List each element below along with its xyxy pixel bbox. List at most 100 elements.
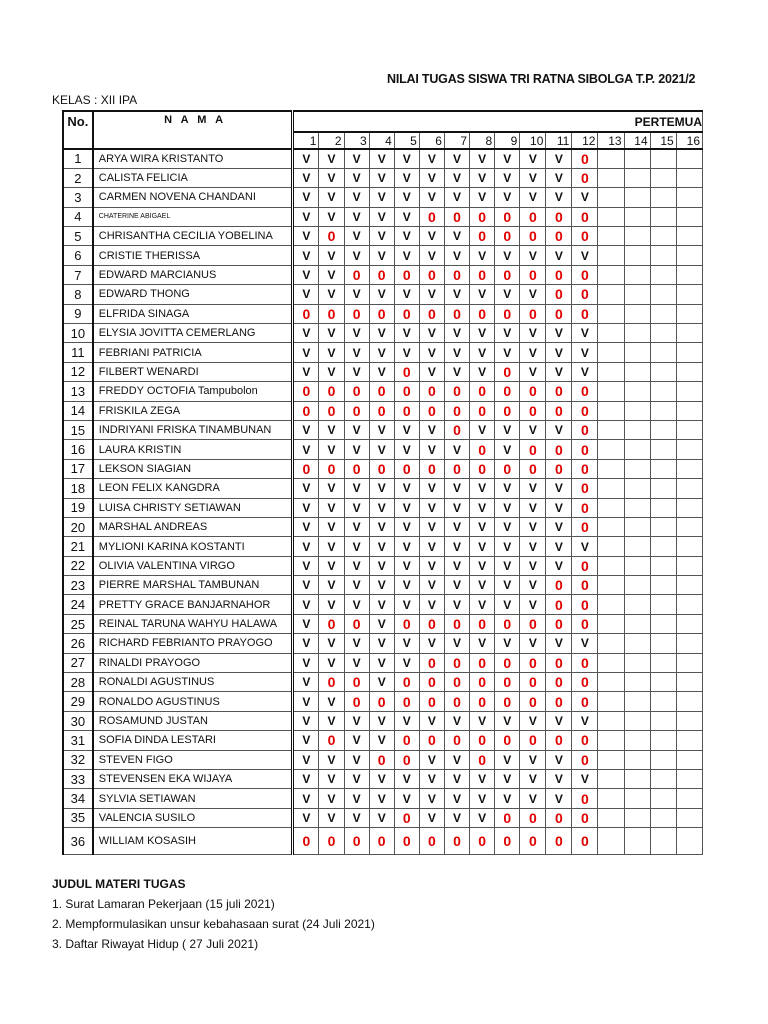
grade-zero[interactable]: 0 bbox=[393, 827, 420, 856]
empty-cell[interactable] bbox=[623, 439, 651, 460]
grade-check[interactable]: V bbox=[418, 245, 445, 266]
grade-check[interactable]: V bbox=[494, 633, 521, 654]
grade-check[interactable]: V bbox=[393, 245, 420, 266]
grade-zero[interactable]: 0 bbox=[469, 613, 496, 635]
grade-zero[interactable]: 0 bbox=[393, 749, 420, 771]
grade-zero[interactable]: 0 bbox=[318, 303, 345, 325]
grade-check[interactable]: V bbox=[469, 575, 496, 596]
empty-cell[interactable] bbox=[649, 807, 677, 829]
grade-check[interactable]: V bbox=[494, 594, 521, 615]
grade-check[interactable]: V bbox=[368, 672, 395, 693]
grade-zero[interactable]: 0 bbox=[545, 594, 573, 615]
grade-check[interactable]: V bbox=[393, 187, 420, 208]
grade-check[interactable]: V bbox=[343, 284, 370, 305]
grade-check[interactable]: V bbox=[443, 807, 471, 829]
empty-cell[interactable] bbox=[649, 827, 677, 856]
grade-check[interactable]: V bbox=[494, 749, 521, 771]
grade-check[interactable]: V bbox=[494, 439, 521, 460]
grade-check[interactable]: V bbox=[545, 167, 573, 189]
grade-check[interactable]: V bbox=[343, 419, 370, 441]
grade-check[interactable]: V bbox=[418, 807, 445, 829]
grade-check[interactable]: V bbox=[343, 187, 370, 208]
grade-check[interactable]: V bbox=[368, 206, 395, 228]
grade-check[interactable]: V bbox=[292, 284, 320, 305]
grade-zero[interactable]: 0 bbox=[418, 303, 445, 325]
empty-cell[interactable] bbox=[649, 187, 677, 208]
grade-zero[interactable]: 0 bbox=[393, 264, 420, 286]
empty-cell[interactable] bbox=[597, 594, 625, 615]
grade-check[interactable]: V bbox=[443, 361, 471, 383]
grade-check[interactable]: V bbox=[393, 497, 420, 518]
grade-zero[interactable]: 0 bbox=[571, 439, 599, 460]
empty-cell[interactable] bbox=[623, 400, 651, 421]
empty-cell[interactable] bbox=[675, 497, 703, 518]
grade-check[interactable]: V bbox=[343, 342, 370, 363]
grade-zero[interactable]: 0 bbox=[545, 206, 573, 228]
empty-cell[interactable] bbox=[675, 555, 703, 577]
grade-check[interactable]: V bbox=[318, 536, 345, 557]
empty-cell[interactable] bbox=[623, 536, 651, 557]
grade-check[interactable]: V bbox=[469, 342, 496, 363]
grade-check[interactable]: V bbox=[343, 807, 370, 829]
grade-zero[interactable]: 0 bbox=[292, 381, 320, 402]
grade-check[interactable]: V bbox=[443, 323, 471, 344]
empty-cell[interactable] bbox=[597, 730, 625, 751]
grade-zero[interactable]: 0 bbox=[343, 613, 370, 635]
grade-check[interactable]: V bbox=[318, 148, 345, 169]
grade-zero[interactable]: 0 bbox=[545, 691, 573, 712]
grade-zero[interactable]: 0 bbox=[469, 691, 496, 712]
grade-check[interactable]: V bbox=[469, 419, 496, 441]
grade-zero[interactable]: 0 bbox=[519, 730, 547, 751]
grade-check[interactable]: V bbox=[443, 768, 471, 790]
grade-check[interactable]: V bbox=[368, 226, 395, 247]
grade-check[interactable]: V bbox=[318, 652, 345, 674]
grade-check[interactable]: V bbox=[318, 323, 345, 344]
grade-check[interactable]: V bbox=[519, 245, 547, 266]
grade-zero[interactable]: 0 bbox=[418, 458, 445, 480]
grade-zero[interactable]: 0 bbox=[469, 303, 496, 325]
empty-cell[interactable] bbox=[649, 516, 677, 538]
grade-check[interactable]: V bbox=[292, 148, 320, 169]
grade-check[interactable]: V bbox=[318, 478, 345, 499]
grade-check[interactable]: V bbox=[292, 206, 320, 228]
empty-cell[interactable] bbox=[623, 749, 651, 771]
empty-cell[interactable] bbox=[675, 264, 703, 286]
empty-cell[interactable] bbox=[597, 788, 625, 809]
grade-zero[interactable]: 0 bbox=[443, 827, 471, 856]
grade-check[interactable]: V bbox=[368, 652, 395, 674]
empty-cell[interactable] bbox=[623, 633, 651, 654]
empty-cell[interactable] bbox=[623, 478, 651, 499]
grade-check[interactable]: V bbox=[292, 633, 320, 654]
grade-check[interactable]: V bbox=[318, 361, 345, 383]
grade-check[interactable]: V bbox=[343, 788, 370, 809]
grade-check[interactable]: V bbox=[368, 478, 395, 499]
empty-cell[interactable] bbox=[623, 691, 651, 712]
grade-check[interactable]: V bbox=[292, 672, 320, 693]
empty-cell[interactable] bbox=[675, 575, 703, 596]
empty-cell[interactable] bbox=[623, 594, 651, 615]
grade-check[interactable]: V bbox=[571, 633, 599, 654]
grade-zero[interactable]: 0 bbox=[571, 284, 599, 305]
grade-check[interactable]: V bbox=[393, 536, 420, 557]
grade-zero[interactable]: 0 bbox=[343, 381, 370, 402]
grade-zero[interactable]: 0 bbox=[368, 458, 395, 480]
grade-check[interactable]: V bbox=[292, 710, 320, 732]
grade-check[interactable]: V bbox=[292, 187, 320, 208]
empty-cell[interactable] bbox=[597, 536, 625, 557]
grade-check[interactable]: V bbox=[545, 497, 573, 518]
grade-check[interactable]: V bbox=[469, 594, 496, 615]
grade-zero[interactable]: 0 bbox=[443, 419, 471, 441]
empty-cell[interactable] bbox=[649, 284, 677, 305]
grade-zero[interactable]: 0 bbox=[571, 226, 599, 247]
grade-zero[interactable]: 0 bbox=[519, 458, 547, 480]
grade-zero[interactable]: 0 bbox=[469, 458, 496, 480]
grade-check[interactable]: V bbox=[318, 245, 345, 266]
grade-check[interactable]: V bbox=[292, 575, 320, 596]
empty-cell[interactable] bbox=[597, 613, 625, 635]
grade-zero[interactable]: 0 bbox=[545, 652, 573, 674]
grade-check[interactable]: V bbox=[343, 148, 370, 169]
grade-check[interactable]: V bbox=[469, 361, 496, 383]
grade-zero[interactable]: 0 bbox=[368, 264, 395, 286]
grade-zero[interactable]: 0 bbox=[519, 807, 547, 829]
grade-check[interactable]: V bbox=[318, 439, 345, 460]
